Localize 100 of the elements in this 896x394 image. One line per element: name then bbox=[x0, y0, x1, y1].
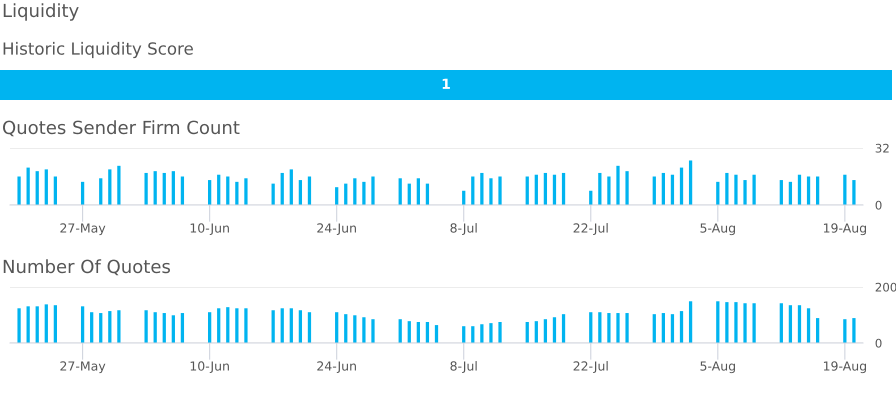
bar bbox=[462, 190, 466, 205]
bar bbox=[498, 176, 502, 205]
bar bbox=[688, 160, 692, 205]
bar bbox=[526, 176, 529, 205]
bar bbox=[607, 313, 611, 343]
bar bbox=[172, 315, 175, 343]
bar bbox=[788, 305, 792, 343]
bar bbox=[308, 312, 312, 343]
bar bbox=[272, 184, 275, 205]
bar bbox=[688, 301, 692, 343]
bar bbox=[108, 169, 112, 205]
bar bbox=[434, 325, 438, 343]
bar bbox=[290, 169, 293, 205]
bar bbox=[816, 318, 820, 343]
bar bbox=[725, 302, 729, 343]
bar bbox=[235, 182, 238, 205]
bar bbox=[162, 172, 166, 205]
bar bbox=[843, 174, 846, 205]
bar bbox=[743, 180, 747, 205]
bar bbox=[426, 322, 430, 343]
bar bbox=[362, 317, 366, 343]
bar bbox=[562, 314, 566, 343]
bar bbox=[44, 304, 48, 343]
bar bbox=[208, 312, 212, 343]
bar bbox=[180, 313, 184, 343]
x-tick-label: 24-Jun bbox=[317, 361, 356, 374]
bar bbox=[26, 168, 30, 205]
bar bbox=[662, 313, 665, 343]
bar bbox=[680, 311, 684, 343]
bar bbox=[734, 174, 738, 205]
x-tick-label: 10-Jun bbox=[190, 361, 229, 374]
bar bbox=[117, 310, 121, 343]
bar bbox=[272, 310, 275, 343]
bar bbox=[725, 172, 729, 205]
chart-title: Quotes Sender Firm Count bbox=[3, 120, 240, 136]
x-tick-label: 22-Jul bbox=[574, 223, 608, 236]
bar bbox=[144, 172, 148, 205]
bar bbox=[616, 166, 620, 205]
bar bbox=[743, 303, 747, 343]
bar bbox=[489, 323, 493, 343]
bar bbox=[144, 310, 148, 343]
bar bbox=[562, 172, 566, 205]
bar bbox=[408, 184, 411, 205]
bar bbox=[471, 326, 474, 343]
bar bbox=[344, 184, 348, 205]
bar bbox=[298, 180, 302, 205]
data-label: 1 bbox=[442, 78, 450, 89]
bar bbox=[353, 178, 356, 205]
bar bbox=[462, 326, 466, 343]
bar bbox=[816, 176, 820, 205]
bar bbox=[280, 308, 284, 343]
bar bbox=[398, 178, 402, 205]
bar bbox=[36, 306, 39, 343]
bar bbox=[54, 176, 58, 205]
bar bbox=[670, 174, 674, 205]
bar bbox=[154, 171, 157, 205]
bar bbox=[226, 307, 230, 343]
bar bbox=[80, 306, 84, 343]
bar bbox=[607, 176, 611, 205]
bar bbox=[398, 319, 402, 343]
y-tick-label: 0 bbox=[876, 200, 882, 210]
bar bbox=[625, 171, 629, 205]
x-tick-label: 27-May bbox=[60, 223, 106, 236]
text: Liquidity bbox=[4, 3, 79, 21]
bar bbox=[534, 321, 538, 343]
bar bbox=[680, 168, 684, 205]
bar bbox=[99, 313, 102, 343]
bar bbox=[335, 312, 338, 343]
x-tick-label: 10-Jun bbox=[190, 223, 229, 236]
bar bbox=[806, 176, 810, 205]
bar bbox=[117, 166, 121, 205]
bar bbox=[280, 172, 284, 205]
chart-title: Number Of Quotes bbox=[4, 259, 170, 276]
bar bbox=[26, 306, 30, 343]
bar bbox=[662, 172, 665, 205]
bar bbox=[226, 176, 230, 205]
bar bbox=[798, 174, 802, 205]
bar bbox=[36, 171, 39, 205]
x-tick-label: 8-Jul bbox=[450, 361, 477, 374]
bar bbox=[852, 318, 856, 343]
bar bbox=[99, 178, 102, 205]
x-tick-label: 19-Aug bbox=[824, 361, 866, 374]
bar bbox=[670, 314, 674, 343]
bar bbox=[44, 169, 48, 205]
bar bbox=[734, 302, 738, 343]
x-tick-label: 24-Jun bbox=[317, 223, 356, 236]
x-tick-label: 19-Aug bbox=[824, 223, 866, 236]
bar bbox=[852, 180, 856, 205]
bar bbox=[353, 315, 356, 343]
bar bbox=[371, 319, 375, 343]
bar bbox=[652, 176, 656, 205]
bar bbox=[798, 305, 802, 343]
bar bbox=[589, 312, 592, 343]
x-tick-label: 27-May bbox=[60, 361, 106, 374]
bar bbox=[589, 190, 592, 205]
bar bbox=[371, 176, 375, 205]
text: Historic Liquidity Score bbox=[4, 42, 193, 58]
bar bbox=[172, 171, 175, 205]
x-tick-label: 5-Aug bbox=[700, 361, 735, 374]
bar bbox=[54, 305, 58, 343]
